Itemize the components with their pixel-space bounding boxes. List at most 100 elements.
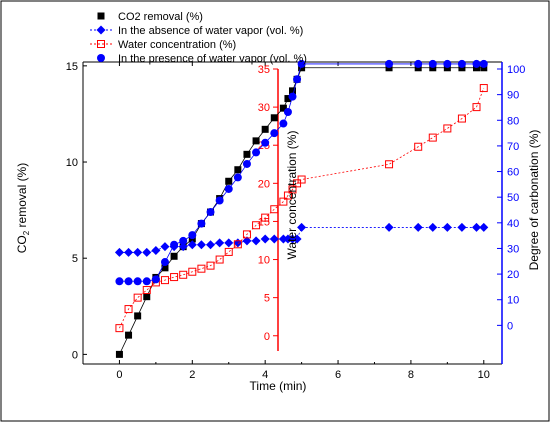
right-tick-label: 90 — [507, 90, 519, 102]
data-point-series-3 — [215, 196, 224, 205]
data-point-series-3 — [457, 59, 466, 68]
data-point-series-1 — [206, 240, 216, 250]
data-point-series-0 — [234, 166, 242, 174]
data-point-series-2 — [188, 267, 197, 276]
data-point-series-1 — [114, 247, 124, 257]
x-tick-label: 4 — [262, 369, 268, 381]
middle-tick-label: 15 — [258, 216, 270, 228]
data-point-series-3 — [179, 236, 188, 245]
x-tick-label: 8 — [408, 369, 414, 381]
data-point-series-1 — [442, 222, 452, 232]
data-point-series-2 — [197, 264, 206, 273]
legend-label: Water concentration (%) — [118, 39, 236, 51]
data-point-series-1 — [251, 236, 261, 246]
data-point-series-2 — [414, 142, 423, 151]
data-point-series-2 — [457, 114, 466, 123]
data-point-series-2 — [224, 247, 233, 256]
data-point-series-3 — [283, 108, 292, 117]
data-point-series-1 — [479, 222, 489, 232]
data-point-series-2 — [472, 103, 481, 112]
data-point-series-1 — [457, 222, 467, 232]
data-point-series-3 — [252, 148, 261, 157]
data-point-series-0 — [161, 264, 169, 272]
legend: CO2 removal (%) In the absence of water v… — [90, 11, 307, 65]
data-point-series-3 — [197, 219, 206, 228]
data-point-series-3 — [479, 59, 488, 68]
right-tick-label: 80 — [507, 115, 519, 127]
right-tick-label: 30 — [507, 243, 519, 255]
x-axis-label: Time (min) — [250, 379, 307, 393]
data-point-series-1 — [297, 222, 307, 232]
right-y-axis: 0 10 20 30 40 50 60 70 80 90 100 — [497, 62, 525, 364]
data-point-series-1 — [215, 238, 225, 248]
legend-marker — [97, 12, 105, 20]
series-line-2 — [119, 87, 485, 329]
data-point-series-2 — [279, 197, 288, 206]
x-tick-label: 2 — [189, 369, 195, 381]
data-point-series-3 — [242, 159, 251, 168]
data-point-series-2 — [206, 261, 215, 270]
right-tick-label: 60 — [507, 167, 519, 179]
right-y-axis-label: Degree of carbonation (%) — [527, 130, 541, 271]
data-point-series-2 — [142, 286, 151, 295]
data-point-series-3 — [170, 240, 179, 249]
right-tick-label: 0 — [507, 320, 513, 332]
data-point-series-2 — [160, 276, 169, 285]
x-tick-label: 6 — [335, 369, 341, 381]
legend-label: In the absence of water vapor (vol. %) — [118, 25, 303, 37]
data-point-series-3 — [288, 92, 297, 101]
data-point-series-1 — [242, 236, 252, 246]
middle-tick-label: 20 — [258, 178, 270, 190]
middle-y-axis-label: Water concentration (%) — [285, 131, 299, 260]
data-point-series-0 — [170, 252, 178, 260]
right-tick-label: 100 — [507, 64, 525, 76]
data-point-series-0 — [279, 104, 287, 112]
data-point-series-3 — [206, 208, 215, 217]
data-point-series-3 — [428, 59, 437, 68]
data-point-series-1 — [413, 222, 423, 232]
data-point-series-2 — [215, 255, 224, 264]
data-point-series-0 — [134, 312, 142, 320]
data-point-series-2 — [297, 175, 306, 184]
data-point-series-0 — [143, 293, 151, 301]
data-point-series-3 — [270, 129, 279, 138]
data-point-series-3 — [385, 59, 394, 68]
legend-marker — [97, 54, 105, 62]
data-point-series-3 — [293, 75, 302, 84]
data-point-series-1 — [196, 240, 206, 250]
data-point-series-2 — [133, 293, 142, 302]
data-point-series-2 — [252, 221, 261, 230]
data-point-series-1 — [384, 222, 394, 232]
data-point-series-2 — [283, 191, 292, 200]
data-point-series-1 — [471, 222, 481, 232]
data-point-series-1 — [278, 234, 288, 244]
data-point-series-2 — [428, 133, 437, 142]
middle-tick-label: 35 — [258, 64, 270, 76]
data-point-series-3 — [233, 173, 242, 182]
data-point-series-2 — [124, 305, 133, 314]
data-point-series-2 — [443, 124, 452, 133]
data-point-series-3 — [472, 59, 481, 68]
right-tick-label: 50 — [507, 192, 519, 204]
legend-marker — [97, 40, 105, 48]
data-point-series-1 — [269, 234, 279, 244]
legend-label: In the presence of water vapor (vol. %) — [118, 53, 307, 65]
data-point-series-2 — [170, 273, 179, 282]
right-tick-label: 20 — [507, 269, 519, 281]
data-point-series-2 — [385, 160, 394, 169]
left-y-axis-label: CO2 removal (%) — [15, 163, 31, 253]
data-point-series-1 — [142, 247, 152, 257]
data-point-series-1 — [133, 247, 143, 257]
data-point-series-1 — [260, 234, 270, 244]
data-point-series-3 — [188, 231, 197, 240]
data-point-series-3 — [124, 277, 133, 286]
data-point-series-0 — [270, 114, 278, 122]
left-y-axis-label-main: CO — [15, 235, 29, 253]
data-point-series-2 — [288, 185, 297, 194]
data-point-series-2 — [233, 240, 242, 249]
data-point-series-0 — [252, 137, 260, 145]
data-point-series-1 — [178, 242, 188, 252]
data-point-series-2 — [261, 213, 270, 222]
data-point-series-1 — [151, 246, 161, 256]
